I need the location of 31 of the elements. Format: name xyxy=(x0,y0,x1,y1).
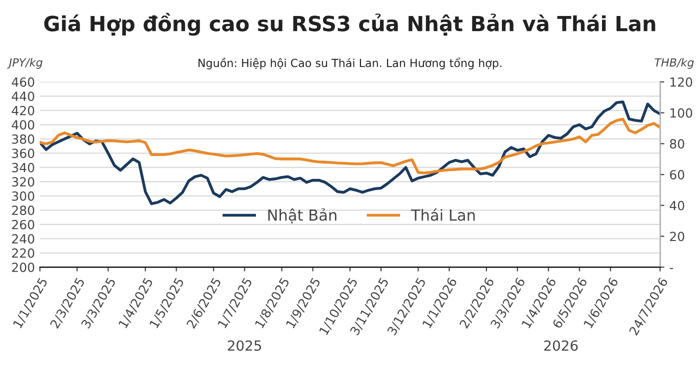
text: 2025 xyxy=(228,340,262,351)
y-tick-label: 320 xyxy=(12,177,34,187)
line-series xyxy=(40,118,660,174)
y-tick-label: 240 xyxy=(12,234,34,244)
text: 2026 xyxy=(544,340,578,351)
line-series xyxy=(40,100,660,206)
legend-label: Nhật Bản xyxy=(268,208,336,224)
y-tick-label: 400 xyxy=(12,120,34,130)
legend-label: Thái Lan xyxy=(410,208,475,221)
y-axis-title: JPY/kg xyxy=(7,58,42,69)
y-tick-label: 220 xyxy=(12,248,34,258)
y-tick-label: 280 xyxy=(12,206,34,216)
y-tick-label: 360 xyxy=(12,148,34,158)
y2-tick-label: 20 xyxy=(670,232,684,242)
y2-tick-label: - xyxy=(670,268,674,269)
y-tick-label: 420 xyxy=(12,106,34,116)
y2-tick-label: 40 xyxy=(670,200,684,210)
chart-subtitle: Nguồn: Hiệp hội Cao su Thái Lan. Lan Hương tổng hợp. xyxy=(198,57,502,70)
y2-tick-label: 60 xyxy=(670,170,684,180)
y-tick-label: 340 xyxy=(12,162,34,172)
y-tick-label: 460 xyxy=(12,77,34,87)
y2-tick-label: 100 xyxy=(670,108,692,118)
y2-tick-label: 80 xyxy=(670,139,684,149)
y-tick-label: 200 xyxy=(12,262,34,272)
y-tick-label: 300 xyxy=(12,191,34,201)
y-tick-label: 260 xyxy=(12,220,34,230)
y2-tick-label: 120 xyxy=(670,77,692,87)
y2-axis-title: THB/kg xyxy=(654,58,694,69)
y-tick-label: 440 xyxy=(12,92,34,102)
y-tick-label: 380 xyxy=(12,134,34,144)
chart-title: Giá Hợp đồng cao su RSS3 của Nhật Bản và Thái Lan xyxy=(44,12,656,36)
